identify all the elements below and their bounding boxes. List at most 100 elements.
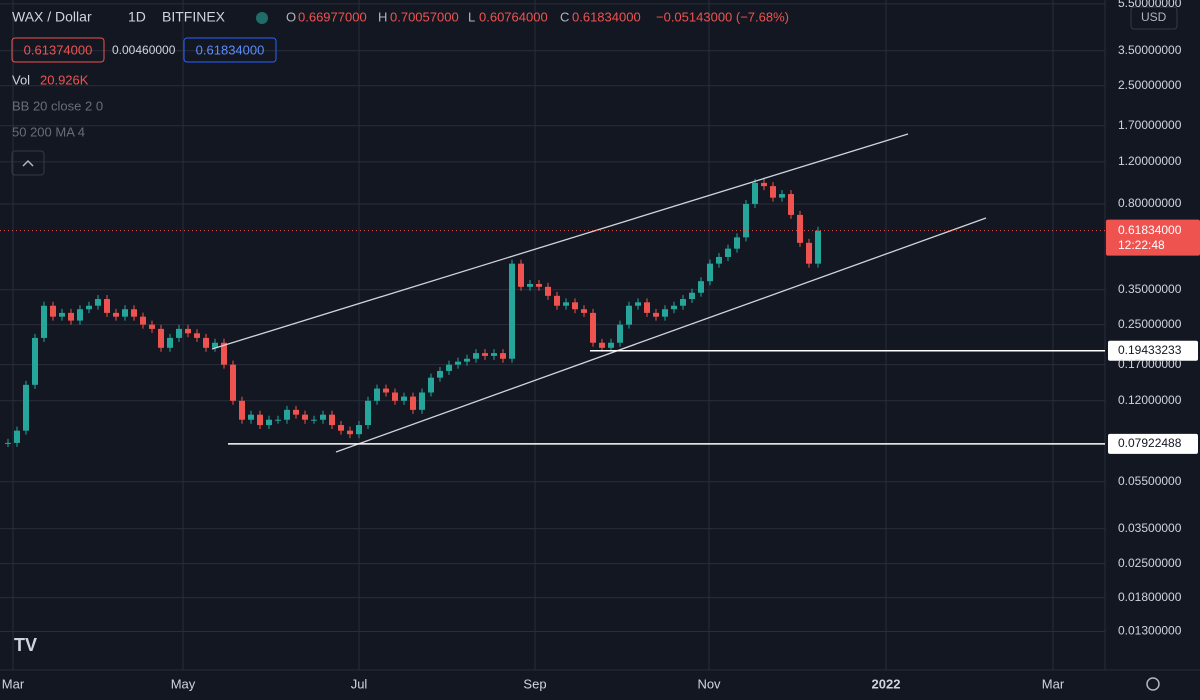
candle xyxy=(5,442,11,444)
candle xyxy=(257,414,263,426)
time-label: Jul xyxy=(351,676,368,691)
candle xyxy=(374,388,380,401)
candle xyxy=(50,305,56,317)
price-label: 0.01300000 xyxy=(1118,624,1182,638)
candle xyxy=(311,419,317,421)
time-label: 2022 xyxy=(872,676,901,691)
candle xyxy=(86,305,92,310)
time-label: May xyxy=(171,676,196,691)
candle xyxy=(779,194,785,198)
candle xyxy=(59,312,65,317)
candle xyxy=(185,328,191,334)
ohlc-change: −0.05143000 (−7.68%) xyxy=(656,9,789,24)
ask: 0.61834000 xyxy=(196,42,265,57)
candle xyxy=(68,312,74,321)
candle xyxy=(230,364,236,401)
candle xyxy=(401,396,407,401)
spread: 0.00460000 xyxy=(112,43,176,57)
interval: 1D xyxy=(128,9,146,25)
ohlc-value: 0.61834000 xyxy=(572,9,641,24)
candle xyxy=(734,237,740,249)
candle xyxy=(770,186,776,198)
candle xyxy=(338,425,344,431)
candle xyxy=(590,312,596,343)
candle xyxy=(176,328,182,338)
candle xyxy=(806,242,812,264)
candle xyxy=(545,286,551,296)
trend-line[interactable] xyxy=(335,217,987,453)
candle xyxy=(464,358,470,362)
countdown: 12:22:48 xyxy=(1118,238,1165,252)
candle xyxy=(266,419,272,426)
candle xyxy=(599,342,605,348)
candle xyxy=(482,353,488,356)
candle xyxy=(572,302,578,310)
price-label: 0.17000000 xyxy=(1118,357,1182,371)
ohlc-value: 0.60764000 xyxy=(479,9,548,24)
collapse-button[interactable] xyxy=(11,150,45,176)
candle xyxy=(680,299,686,306)
time-label: Mar xyxy=(1042,676,1065,691)
candle xyxy=(113,312,119,317)
candle xyxy=(248,414,254,420)
candle xyxy=(275,419,281,421)
candle xyxy=(446,364,452,371)
candle xyxy=(410,396,416,410)
price-label: 0.03500000 xyxy=(1118,521,1182,535)
ohlc-label: C xyxy=(560,9,569,24)
price-label: 0.12000000 xyxy=(1118,393,1182,407)
time-label: Nov xyxy=(697,676,721,691)
candle xyxy=(563,302,569,306)
candle xyxy=(698,281,704,293)
candle xyxy=(284,409,290,420)
candle xyxy=(329,414,335,426)
ohlc-label: H xyxy=(378,9,387,24)
ohlc-value: 0.70057000 xyxy=(390,9,459,24)
candle xyxy=(428,377,434,393)
trend-line[interactable] xyxy=(211,133,909,350)
time-axis: Mar May Jul Sep Nov 2022 Mar xyxy=(2,676,1065,691)
price-label: 1.70000000 xyxy=(1118,118,1182,132)
symbol: WAX / Dollar xyxy=(12,9,92,25)
candle xyxy=(140,316,146,325)
candle xyxy=(491,353,497,356)
candle xyxy=(122,309,128,317)
candle xyxy=(635,302,641,306)
candle xyxy=(626,305,632,325)
settings-icon[interactable] xyxy=(1146,677,1160,691)
candle xyxy=(194,333,200,338)
candle xyxy=(473,353,479,359)
candle xyxy=(527,283,533,287)
candle xyxy=(536,283,542,287)
ask-box[interactable] xyxy=(183,37,277,63)
candle xyxy=(14,430,20,443)
candle xyxy=(158,328,164,348)
candle xyxy=(752,182,758,204)
time-label: Sep xyxy=(523,676,546,691)
candle xyxy=(815,230,821,264)
candle xyxy=(671,305,677,310)
candle xyxy=(788,194,794,215)
price-label: 2.50000000 xyxy=(1118,78,1182,92)
vol-value: 20.926K xyxy=(40,72,89,87)
logo: TV xyxy=(14,635,37,655)
last-price: 0.61834000 xyxy=(1118,223,1182,237)
candle xyxy=(221,342,227,365)
candle xyxy=(32,337,38,385)
candle xyxy=(131,309,137,317)
exchange: BITFINEX xyxy=(162,9,226,25)
bid-box[interactable] xyxy=(11,37,105,63)
candle xyxy=(518,263,524,287)
candle xyxy=(392,392,398,401)
ohlc-label: O xyxy=(286,9,296,24)
time-label: Mar xyxy=(2,676,25,691)
level-tag xyxy=(1108,433,1198,454)
currency-button[interactable] xyxy=(1130,6,1178,30)
candle xyxy=(302,414,308,420)
candle xyxy=(644,302,650,313)
candle xyxy=(617,324,623,343)
candle xyxy=(212,342,218,348)
